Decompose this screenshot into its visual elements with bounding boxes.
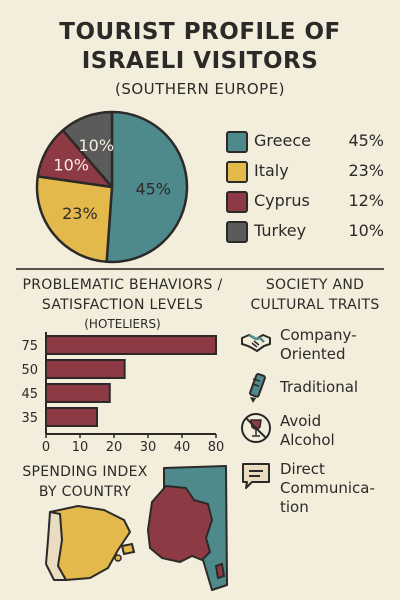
bar-category-label: 45: [21, 387, 38, 402]
pie-slice-turkey: [61, 110, 114, 189]
legend-value: 12%: [348, 191, 384, 210]
no-wine-icon: [241, 413, 271, 443]
handshake-icon: [241, 333, 271, 352]
pie-slice-label: 23%: [62, 204, 98, 223]
legend-value: 10%: [348, 221, 384, 240]
title-line-2: ISRAELI VISITORS: [81, 48, 319, 74]
bar-category-label: 75: [21, 339, 38, 354]
legend-value: 23%: [348, 161, 384, 180]
spending-title-line-1: SPENDING INDEX: [22, 464, 148, 480]
x-tick-label: 40: [174, 440, 191, 455]
pie-slice-label: 10%: [78, 136, 114, 155]
map-region-iberia-east: [49, 505, 131, 581]
spending-title: SPENDING INDEX BY COUNTRY: [10, 462, 160, 502]
legend-label: Cyprus: [254, 191, 310, 210]
map-region-north: [163, 465, 228, 591]
behaviors-subtitle: (HOTELIERS): [84, 317, 161, 331]
behaviors-title: PROBLEMATIC BEHAVIORS / SATISFACTION LEV…: [10, 275, 235, 315]
traits-title-line-1: SOCIETY AND: [265, 277, 365, 293]
section-divider: [16, 268, 384, 270]
legend-label: Italy: [254, 161, 289, 180]
traits-title: SOCIETY AND CULTURAL TRAITS: [235, 275, 395, 315]
trait-label: Traditional: [280, 378, 359, 396]
bar: [45, 407, 98, 427]
map-region-iberia-west: [45, 511, 67, 581]
pie-slice-cyprus: [36, 129, 114, 189]
pie-slice-greece: [105, 110, 189, 264]
trait-avoid-alcohol: Avoid Alcohol: [240, 412, 390, 452]
map-island: [114, 554, 122, 562]
behaviors-title-line-1: PROBLEMATIC BEHAVIORS /: [22, 277, 223, 293]
bar-category-label: 50: [21, 363, 38, 378]
x-tick-label: 30: [140, 440, 157, 455]
bar-category-label: 35: [21, 411, 38, 426]
behaviors-title-line-2: SATISFACTION LEVELS: [41, 297, 204, 313]
pie-slice-label: 45%: [135, 179, 171, 198]
map-island: [120, 542, 136, 556]
pie-slice-label: 10%: [53, 156, 89, 175]
legend-value: 45%: [348, 131, 384, 150]
legend-item-turkey: Turkey 10%: [226, 220, 386, 243]
page-title: TOURIST PROFILE OF ISRAELI VISITORS: [0, 18, 400, 76]
x-tick-label: 20: [106, 440, 123, 455]
page-subtitle: (SOUTHERN EUROPE): [114, 80, 286, 98]
x-tick-label: 10: [72, 440, 89, 455]
x-tick-label: 80: [208, 440, 225, 455]
traits-title-line-2: CULTURAL TRAITS: [250, 297, 380, 313]
x-tick-label: 0: [42, 440, 50, 455]
trait-label: Company- Oriented: [280, 326, 357, 363]
bar: [45, 335, 217, 355]
pencil-icon: [249, 373, 266, 403]
legend-item-italy: Italy 23%: [226, 160, 386, 183]
trait-direct-communication: Direct Communica- tion: [240, 460, 390, 520]
legend-swatch-italy: [226, 161, 248, 183]
spending-title-line-2: BY COUNTRY: [38, 484, 132, 500]
trait-label: Avoid Alcohol: [280, 412, 335, 449]
pie-slice-italy: [35, 175, 114, 264]
trait-label: Direct Communica- tion: [280, 460, 375, 516]
trait-company-oriented: Company- Oriented: [240, 326, 390, 366]
legend-swatch-cyprus: [226, 191, 248, 213]
speech-bubble-icon: [242, 463, 270, 489]
legend-swatch-greece: [226, 131, 248, 153]
bar: [45, 359, 126, 379]
map-island: [214, 562, 226, 580]
trait-traditional: Traditional: [240, 373, 390, 406]
legend-item-greece: Greece 45%: [226, 130, 386, 153]
legend-label: Turkey: [254, 221, 307, 240]
title-line-1: TOURIST PROFILE OF: [59, 19, 341, 45]
pie-legend: Greece 45% Italy 23% Cyprus 12% Turkey 1…: [226, 130, 386, 250]
bar: [45, 383, 111, 403]
legend-label: Greece: [254, 131, 311, 150]
legend-swatch-turkey: [226, 221, 248, 243]
legend-item-cyprus: Cyprus 12%: [226, 190, 386, 213]
